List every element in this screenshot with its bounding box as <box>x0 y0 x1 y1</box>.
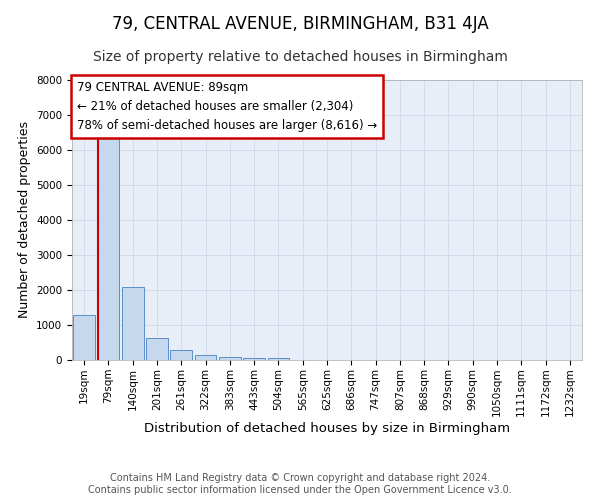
Bar <box>268 358 289 360</box>
Text: 79 CENTRAL AVENUE: 89sqm
← 21% of detached houses are smaller (2,304)
78% of sem: 79 CENTRAL AVENUE: 89sqm ← 21% of detach… <box>77 82 377 132</box>
Text: 79, CENTRAL AVENUE, BIRMINGHAM, B31 4JA: 79, CENTRAL AVENUE, BIRMINGHAM, B31 4JA <box>112 15 488 33</box>
Bar <box>146 338 168 360</box>
X-axis label: Distribution of detached houses by size in Birmingham: Distribution of detached houses by size … <box>144 422 510 435</box>
Bar <box>97 129 119 360</box>
Bar <box>194 355 217 360</box>
Bar <box>122 286 143 360</box>
Text: Contains HM Land Registry data © Crown copyright and database right 2024.
Contai: Contains HM Land Registry data © Crown c… <box>88 474 512 495</box>
Bar <box>73 314 95 360</box>
Bar <box>219 357 241 360</box>
Y-axis label: Number of detached properties: Number of detached properties <box>17 122 31 318</box>
Bar <box>170 350 192 360</box>
Bar <box>243 358 265 360</box>
Text: Size of property relative to detached houses in Birmingham: Size of property relative to detached ho… <box>92 50 508 64</box>
